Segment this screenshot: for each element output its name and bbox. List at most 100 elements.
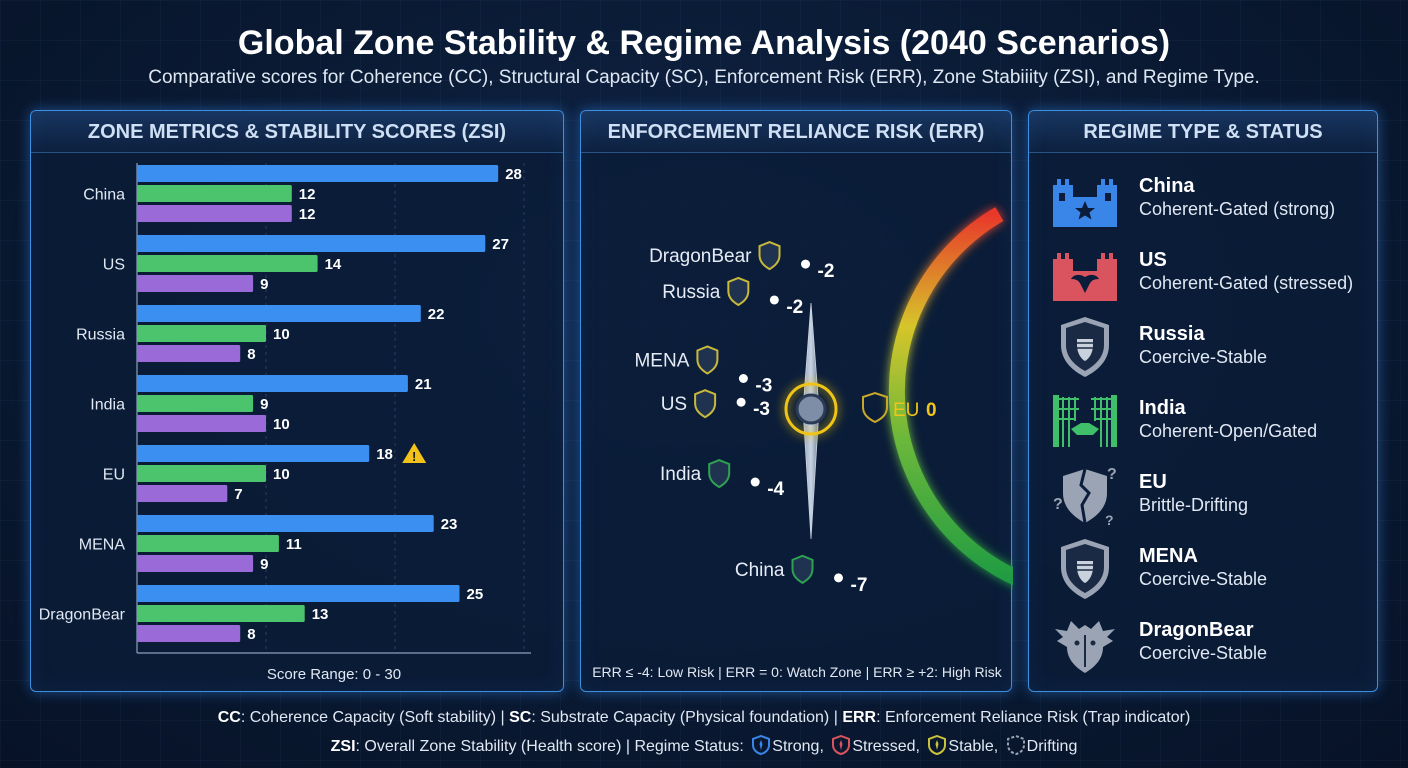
status-legend-label: Strong, (772, 738, 824, 755)
data-label: 8 (247, 346, 255, 363)
footer-definition: : Enforcement Reliance Risk (Trap indica… (876, 709, 1191, 726)
footer-line-2: ZSI: Overall Zone Stability (Health scor… (0, 735, 1408, 756)
regime-item-mena: MENA Coercive-Stable (1045, 537, 1365, 609)
zone-shield-icon (694, 389, 717, 419)
regime-item-us: US Coherent-Gated (stressed) (1045, 241, 1365, 313)
data-label: 10 (273, 466, 290, 483)
category-label: Russia (76, 327, 125, 344)
bar-sc-russia (137, 325, 266, 342)
svg-text:?: ? (1053, 496, 1063, 513)
regime-zone: India (1139, 397, 1186, 419)
zone-shield-icon (696, 345, 719, 375)
regime-zone: US (1139, 249, 1167, 271)
regime-zone: China (1139, 175, 1195, 197)
castle-star-icon (1053, 179, 1117, 227)
bar-sc-china (137, 185, 292, 202)
regime-status: Coherent-Gated (stressed) (1139, 273, 1354, 293)
err-point-us (736, 397, 746, 407)
bar-cc-mena (137, 515, 434, 532)
needle-hub (795, 393, 827, 425)
data-label: 25 (467, 586, 484, 603)
err-point-india (750, 477, 760, 487)
err-point-russia (769, 295, 779, 305)
data-label: 11 (286, 536, 302, 553)
bar-cc-us (137, 235, 486, 252)
regime-panel: REGIME TYPE & STATUS China Coherent-Gate… (1028, 110, 1378, 692)
data-label: 7 (234, 486, 242, 503)
dragon-bear-icon (1055, 621, 1115, 673)
point-zone-label: US (661, 394, 687, 415)
regime-item-india: India Coherent-Open/Gated (1045, 389, 1365, 461)
regime-status: Brittle-Drifting (1139, 495, 1249, 515)
zone-shield-icon (727, 276, 750, 307)
footer-term: ERR (842, 709, 877, 726)
bar-sc-us (137, 255, 318, 272)
svg-text:?: ? (1105, 512, 1114, 527)
footer-definition: : Overall Zone Stability (Health score) … (355, 738, 744, 755)
regime-item-dragonbear: DragonBear Coercive-Stable (1045, 611, 1365, 683)
category-label: EU (103, 467, 125, 484)
bar-zsi-eu (137, 485, 228, 502)
err-point-mena (738, 373, 748, 383)
risk-arc (888, 207, 1041, 595)
data-label: 9 (260, 396, 268, 413)
stable-status-icon (928, 735, 947, 755)
data-label: 28 (505, 166, 522, 183)
data-label: 18 (376, 446, 393, 463)
zone-shield-icon (708, 458, 731, 489)
bar-sc-india (137, 395, 254, 412)
regime-status: Coercive-Stable (1139, 569, 1268, 589)
bar-zsi-india (137, 415, 266, 432)
regime-item-russia: Russia Coercive-Stable (1045, 315, 1365, 387)
err-legend: ERR ≤ -4: Low Risk | ERR = 0: Watch Zone… (592, 664, 1003, 680)
point-zone-label: DragonBear (649, 246, 752, 267)
regime-zone: EU (1139, 471, 1167, 493)
status-legend-label: Stressed, (852, 738, 920, 755)
footer-definition: : Coherence Capacity (Soft stability) | (240, 709, 510, 726)
bar-zsi-mena (137, 555, 254, 572)
point-value-label: -2 (786, 297, 803, 318)
status-legend-label: Stable, (948, 738, 999, 755)
data-label: 13 (312, 606, 329, 623)
metrics-panel: ZONE METRICS & STABILITY SCORES (ZSI) Ch… (30, 110, 564, 692)
data-label: 14 (325, 256, 342, 273)
point-value-label: -3 (753, 399, 770, 420)
bar-zsi-russia (137, 345, 241, 362)
data-label: 10 (273, 326, 290, 343)
data-label: 8 (247, 626, 255, 643)
page-subtitle: Comparative scores for Coherence (CC), S… (148, 67, 1260, 88)
warning-mark: ! (412, 449, 416, 464)
strong-status-icon (752, 735, 771, 755)
point-value-label: -2 (818, 261, 835, 282)
svg-text:?: ? (1107, 466, 1117, 483)
err-gauge-chart: EU 0 -2 DragonBear -2 Russia -3 MENA -3 US -4 India… (592, 207, 1041, 680)
err-panel-title: ENFORCEMENT RELIANCE RISK (ERR) (581, 111, 1011, 153)
shield-fist-icon (1061, 317, 1109, 377)
data-label: 9 (260, 276, 268, 293)
category-label: US (103, 257, 125, 274)
data-label: 12 (299, 206, 316, 223)
err-point-dragonbear (801, 259, 811, 269)
err-point-china (834, 573, 843, 583)
bar-sc-mena (137, 535, 279, 552)
data-label: 12 (299, 186, 316, 203)
footer-term: ZSI (330, 738, 356, 755)
category-label: China (83, 187, 125, 204)
bar-zsi-us (137, 275, 254, 292)
bar-cc-india (137, 375, 408, 392)
bar-cc-eu (137, 445, 370, 462)
regime-item-eu: ? ? ? EU Brittle-Drifting (1045, 463, 1365, 535)
point-zone-label: EU (893, 400, 919, 421)
warning-icon: ! (402, 443, 427, 464)
point-zone-label: India (660, 464, 702, 485)
regime-panel-title: REGIME TYPE & STATUS (1029, 111, 1377, 153)
bar-sc-eu (137, 465, 266, 482)
footer-term: SC (509, 709, 532, 726)
regime-zone: Russia (1139, 323, 1205, 345)
category-label: India (90, 397, 125, 414)
footer-definition: : Substrate Capacity (Physical foundatio… (531, 709, 843, 726)
stressed-status-icon (832, 735, 851, 755)
gate-handshake-icon (1053, 395, 1117, 447)
eu-shield-icon (862, 391, 888, 424)
regime-status: Coherent-Gated (strong) (1139, 199, 1336, 219)
